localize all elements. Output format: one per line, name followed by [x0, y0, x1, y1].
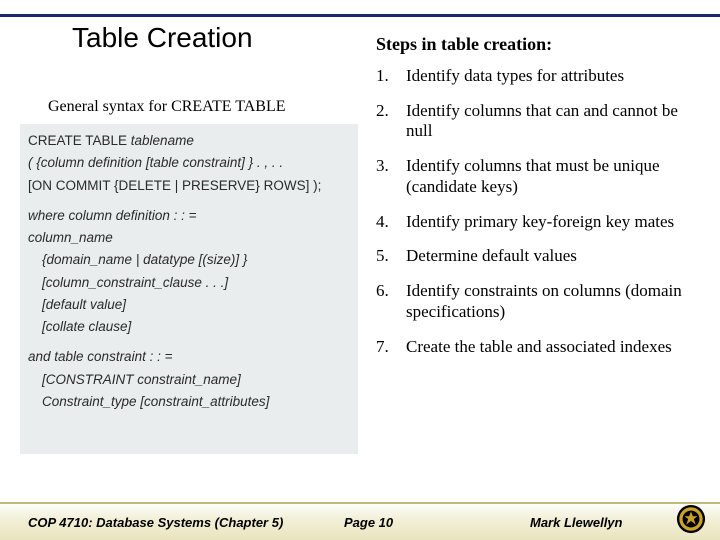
syntax-text: [CONSTRAINT constraint_name]: [42, 372, 241, 387]
step-item: 1. Identify data types for attributes: [376, 66, 702, 87]
step-item: 4. Identify primary key-foreign key mate…: [376, 212, 702, 233]
syntax-line: [default value]: [28, 294, 348, 316]
syntax-text: where column definition : : =: [28, 208, 196, 223]
syntax-italic: tablename: [131, 133, 194, 148]
step-number: 2.: [376, 101, 406, 142]
syntax-text: CREATE TABLE: [28, 133, 131, 148]
steps-heading: Steps in table creation:: [376, 34, 552, 55]
footer-author: Mark Llewellyn: [530, 515, 622, 530]
syntax-caption: General syntax for CREATE TABLE: [48, 98, 285, 116]
footer-course: COP 4710: Database Systems (Chapter 5): [28, 515, 283, 530]
step-number: 4.: [376, 212, 406, 233]
step-text: Identify data types for attributes: [406, 66, 702, 87]
syntax-text: and table constraint : : =: [28, 349, 172, 364]
syntax-line: {domain_name | datatype [(size)] }: [28, 249, 348, 271]
syntax-line: [collate clause]: [28, 316, 348, 338]
ucf-logo-icon: [676, 504, 706, 534]
syntax-text: [column_constraint_clause . . .]: [42, 275, 228, 290]
syntax-text: ( {column definition [table constraint] …: [28, 155, 283, 170]
step-text: Determine default values: [406, 246, 702, 267]
step-item: 7. Create the table and associated index…: [376, 337, 702, 358]
step-number: 6.: [376, 281, 406, 322]
step-text: Create the table and associated indexes: [406, 337, 702, 358]
syntax-line: column_name: [28, 227, 348, 249]
steps-list: 1. Identify data types for attributes 2.…: [376, 66, 702, 371]
syntax-text: [collate clause]: [42, 319, 131, 334]
step-number: 3.: [376, 156, 406, 197]
step-text: Identify primary key-foreign key mates: [406, 212, 702, 233]
step-text: Identify constraints on columns (domain …: [406, 281, 702, 322]
spacer: [28, 197, 348, 205]
step-number: 7.: [376, 337, 406, 358]
syntax-line: [CONSTRAINT constraint_name]: [28, 369, 348, 391]
step-number: 5.: [376, 246, 406, 267]
syntax-text: [default value]: [42, 297, 126, 312]
spacer: [28, 338, 348, 346]
step-item: 3. Identify columns that must be unique …: [376, 156, 702, 197]
footer-page: Page 10: [344, 515, 393, 530]
step-item: 5. Determine default values: [376, 246, 702, 267]
top-rule: [0, 14, 720, 17]
slide-title: Table Creation: [72, 22, 253, 54]
syntax-text: column_name: [28, 230, 113, 245]
syntax-line: and table constraint : : =: [28, 346, 348, 368]
syntax-line: CREATE TABLE tablename: [28, 130, 348, 152]
syntax-line: Constraint_type [constraint_attributes]: [28, 391, 348, 413]
syntax-line: [column_constraint_clause . . .]: [28, 272, 348, 294]
syntax-line: [ON COMMIT {DELETE | PRESERVE} ROWS] );: [28, 175, 348, 197]
step-text: Identify columns that can and cannot be …: [406, 101, 702, 142]
step-number: 1.: [376, 66, 406, 87]
syntax-box: CREATE TABLE tablename ( {column definit…: [20, 124, 358, 454]
syntax-line: where column definition : : =: [28, 205, 348, 227]
step-item: 2. Identify columns that can and cannot …: [376, 101, 702, 142]
syntax-line: ( {column definition [table constraint] …: [28, 152, 348, 174]
syntax-text: {domain_name | datatype [(size)] }: [42, 252, 247, 267]
syntax-text: Constraint_type [constraint_attributes]: [42, 394, 269, 409]
step-item: 6. Identify constraints on columns (doma…: [376, 281, 702, 322]
step-text: Identify columns that must be unique (ca…: [406, 156, 702, 197]
